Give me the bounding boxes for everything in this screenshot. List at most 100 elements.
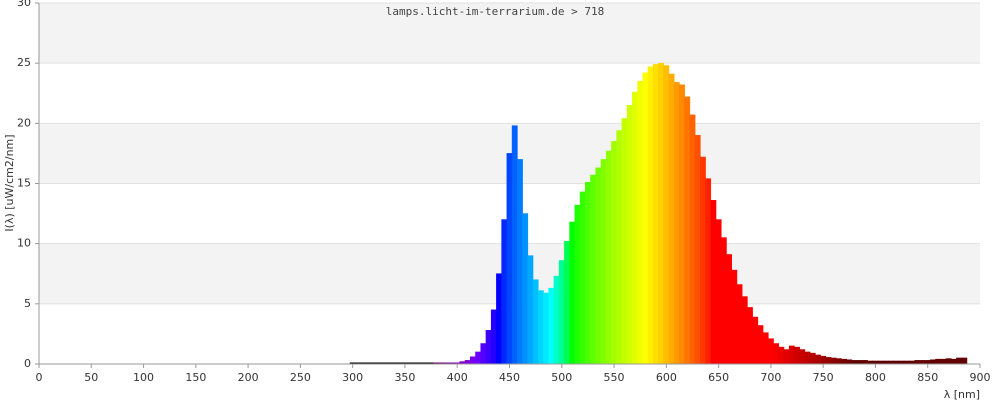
y-tick-label: 20 xyxy=(17,116,31,129)
x-axis-label: λ [nm] xyxy=(944,388,980,400)
spectrum-bar xyxy=(679,84,685,365)
spectrum-bar xyxy=(694,135,701,365)
spectrum-bar xyxy=(940,358,947,365)
spectrum-bar xyxy=(611,141,617,365)
spectrum-bar xyxy=(935,358,942,365)
spectrum-bar xyxy=(773,343,780,365)
spectrum-bar xyxy=(914,360,921,365)
spectrum-bar xyxy=(553,275,560,365)
spectrum-bar xyxy=(809,352,816,365)
spectrum-bar xyxy=(522,213,529,365)
grid-band xyxy=(39,3,980,64)
spectrum-bar xyxy=(600,159,607,365)
spectrum-bar xyxy=(511,125,518,365)
spectrum-bar xyxy=(736,284,743,365)
spectrum-bar xyxy=(501,219,508,365)
spectrum-bar xyxy=(621,118,628,365)
spectrum-bar xyxy=(788,345,795,365)
x-tick-label: 300 xyxy=(342,371,363,384)
spectrum-bar xyxy=(647,66,654,365)
spectrum-bar xyxy=(961,357,968,365)
spectrum-bar xyxy=(475,351,482,365)
x-tick-label: 800 xyxy=(865,371,886,384)
spectrum-bar xyxy=(726,254,732,365)
spectrum-bar xyxy=(469,356,476,365)
spectrum-bar xyxy=(715,219,722,365)
spectrum-bar xyxy=(527,255,534,365)
spectrum-bar xyxy=(720,237,727,365)
x-tick-label: 900 xyxy=(970,371,991,384)
spectrum-bar xyxy=(830,357,837,365)
x-tick-label: 700 xyxy=(760,371,781,384)
spectrum-bar xyxy=(626,104,633,365)
x-tick-label: 450 xyxy=(499,371,520,384)
spectrum-bar xyxy=(574,204,581,365)
spectrum-bar xyxy=(532,279,539,365)
spectrum-bar xyxy=(841,358,847,365)
x-tick-label: 100 xyxy=(133,371,154,384)
x-tick-label: 50 xyxy=(84,371,98,384)
spectrum-bar xyxy=(684,96,691,365)
spectrum-bar xyxy=(673,82,680,365)
spectrum-bar xyxy=(506,153,513,365)
spectrum-bar xyxy=(856,360,863,365)
x-tick-label: 150 xyxy=(185,371,206,384)
x-tick-label: 550 xyxy=(604,371,625,384)
spectrum-bar xyxy=(945,358,952,365)
spectrum-bar xyxy=(705,178,712,365)
spectrum-bar xyxy=(835,358,842,365)
spectrum-bar xyxy=(825,357,832,365)
y-tick-label: 15 xyxy=(17,177,31,190)
spectrum-bar xyxy=(668,73,675,365)
spectrum-bar xyxy=(558,260,565,365)
x-tick-label: 400 xyxy=(447,371,468,384)
spectrum-bar xyxy=(747,307,753,365)
spectrum-bar xyxy=(564,240,570,365)
spectrum-bar xyxy=(652,64,659,365)
spectrum-bar xyxy=(616,130,623,365)
spectrum-bar xyxy=(762,332,769,365)
spectrum-bar xyxy=(815,354,821,365)
spectrum-bar xyxy=(537,290,544,365)
x-tick-label: 850 xyxy=(917,371,938,384)
spectrum-bar xyxy=(658,62,665,365)
spectrum-bar xyxy=(757,325,764,365)
spectrum-bar xyxy=(710,200,717,365)
spectrum-bar xyxy=(605,150,612,365)
spectrum-bar xyxy=(464,360,471,365)
spectrum-bar xyxy=(585,181,591,365)
spectrum-bar xyxy=(496,273,502,365)
spectrum-bar xyxy=(930,359,936,365)
spectrum-bar xyxy=(924,360,931,365)
spectrum-bar xyxy=(783,349,790,365)
spectrum-bar xyxy=(794,346,800,365)
spectrum-bar xyxy=(579,191,586,365)
chart-title: lamps.licht-im-terrarium.de > 718 xyxy=(386,5,605,18)
spectrum-bar xyxy=(632,91,638,365)
x-tick-label: 350 xyxy=(394,371,415,384)
spectrum-bar xyxy=(950,358,957,365)
y-tick-label: 10 xyxy=(17,237,31,250)
spectrum-bar xyxy=(517,159,523,365)
spectrum xyxy=(349,62,968,365)
spectrum-bar xyxy=(851,360,858,365)
spectrum-bar xyxy=(642,72,649,365)
y-axis-label: I(λ) [uW/cm2/nm] xyxy=(3,134,16,231)
spectrum-bar xyxy=(752,316,759,365)
y-tick-label: 0 xyxy=(24,357,31,370)
spectrum-bar xyxy=(689,114,696,365)
y-tick-label: 25 xyxy=(17,56,31,69)
spectrum-bar xyxy=(820,355,827,365)
y-tick-label: 5 xyxy=(24,297,31,310)
spectrum-bar xyxy=(778,346,785,365)
spectrum-bar xyxy=(595,167,602,365)
spectrum-bar xyxy=(480,343,487,365)
spectrum-bar xyxy=(731,269,738,365)
spectrum-bar xyxy=(700,156,706,365)
y-tick-label: 30 xyxy=(17,0,31,9)
spectrum-bar xyxy=(543,292,550,365)
spectrum-bar xyxy=(569,221,576,365)
spectrum-bar xyxy=(548,287,555,365)
x-tick-label: 500 xyxy=(551,371,572,384)
